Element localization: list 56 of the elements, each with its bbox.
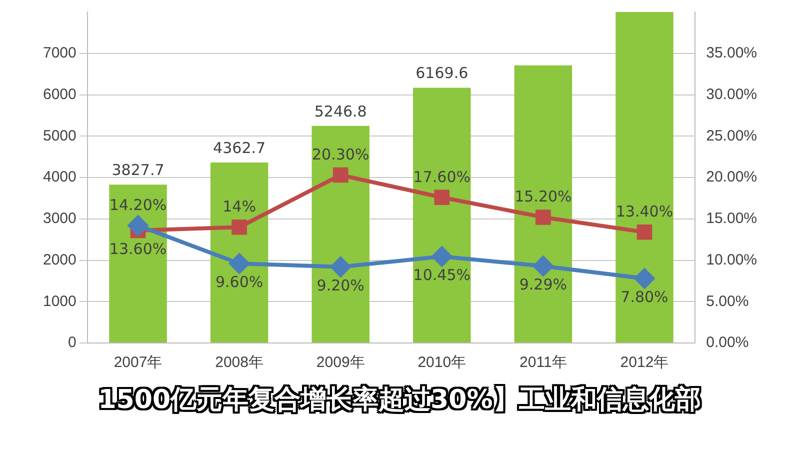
point [434, 190, 450, 206]
x-tick-label: 2007年 [114, 354, 162, 372]
y2-tick-label: 5.00% [706, 292, 749, 310]
y-tick-label: 0 [68, 334, 76, 352]
y-tick-label: 1000 [42, 292, 76, 310]
data-label: 14% [222, 198, 256, 216]
text: 1500亿元年复合增长率超过30%】工业和信息化部 [97, 382, 703, 417]
y2-tick-label: 10.00% [706, 251, 757, 268]
x-tick-label: 2010年 [418, 354, 466, 372]
data-label: 9.29% [519, 276, 568, 294]
point [229, 254, 250, 274]
point [432, 246, 452, 267]
point [332, 167, 348, 183]
data-label: 20.30% [312, 145, 370, 164]
data-label: 7.80% [620, 288, 668, 306]
y2-tick-label: 20.00% [706, 168, 757, 186]
data-label: 3827.7 [112, 161, 164, 180]
data-label: 14.20% [109, 196, 167, 214]
x-tick-label: 2012年 [620, 354, 669, 372]
data-label: 13.60% [109, 240, 167, 258]
bar [210, 162, 268, 342]
y-tick-label: 4000 [42, 168, 76, 186]
data-label: 13.40% [616, 202, 674, 221]
point [330, 256, 351, 277]
y2-tick-label: 30.00% [706, 86, 757, 103]
y-tick-label: 5000 [42, 127, 76, 144]
bar [616, 12, 674, 342]
data-label: 6169.6 [416, 64, 468, 82]
data-label: 15.20% [514, 188, 572, 206]
point [232, 219, 247, 235]
point [533, 256, 554, 276]
x-tick-label: 2008年 [215, 354, 264, 372]
data-label: 9.20% [316, 276, 364, 294]
point [636, 224, 652, 240]
data-label: 4362.7 [213, 138, 266, 157]
y-tick-label: 2000 [42, 251, 76, 268]
point [128, 215, 148, 236]
point [634, 268, 654, 288]
x-tick-label: 2011年 [520, 354, 567, 372]
data-label: 10.45% [413, 266, 470, 284]
bar [109, 184, 167, 342]
data-label: 5246.8 [314, 102, 367, 120]
y2-tick-label: 25.00% [706, 127, 757, 144]
y2-tick-label: 0.00% [706, 334, 749, 352]
y-tick-label: 7000 [42, 44, 76, 62]
y2-tick-label: 35.00% [706, 44, 757, 62]
data-label: 17.60% [413, 168, 470, 186]
bar [413, 88, 471, 342]
point [536, 210, 551, 225]
y-tick-label: 6000 [42, 86, 76, 103]
bar [312, 126, 370, 342]
x-tick-label: 2009年 [316, 354, 365, 372]
data-label: 9.60% [215, 272, 264, 291]
y2-tick-label: 15.00% [706, 210, 757, 228]
bar [514, 65, 572, 342]
y-tick-label: 3000 [42, 210, 76, 228]
